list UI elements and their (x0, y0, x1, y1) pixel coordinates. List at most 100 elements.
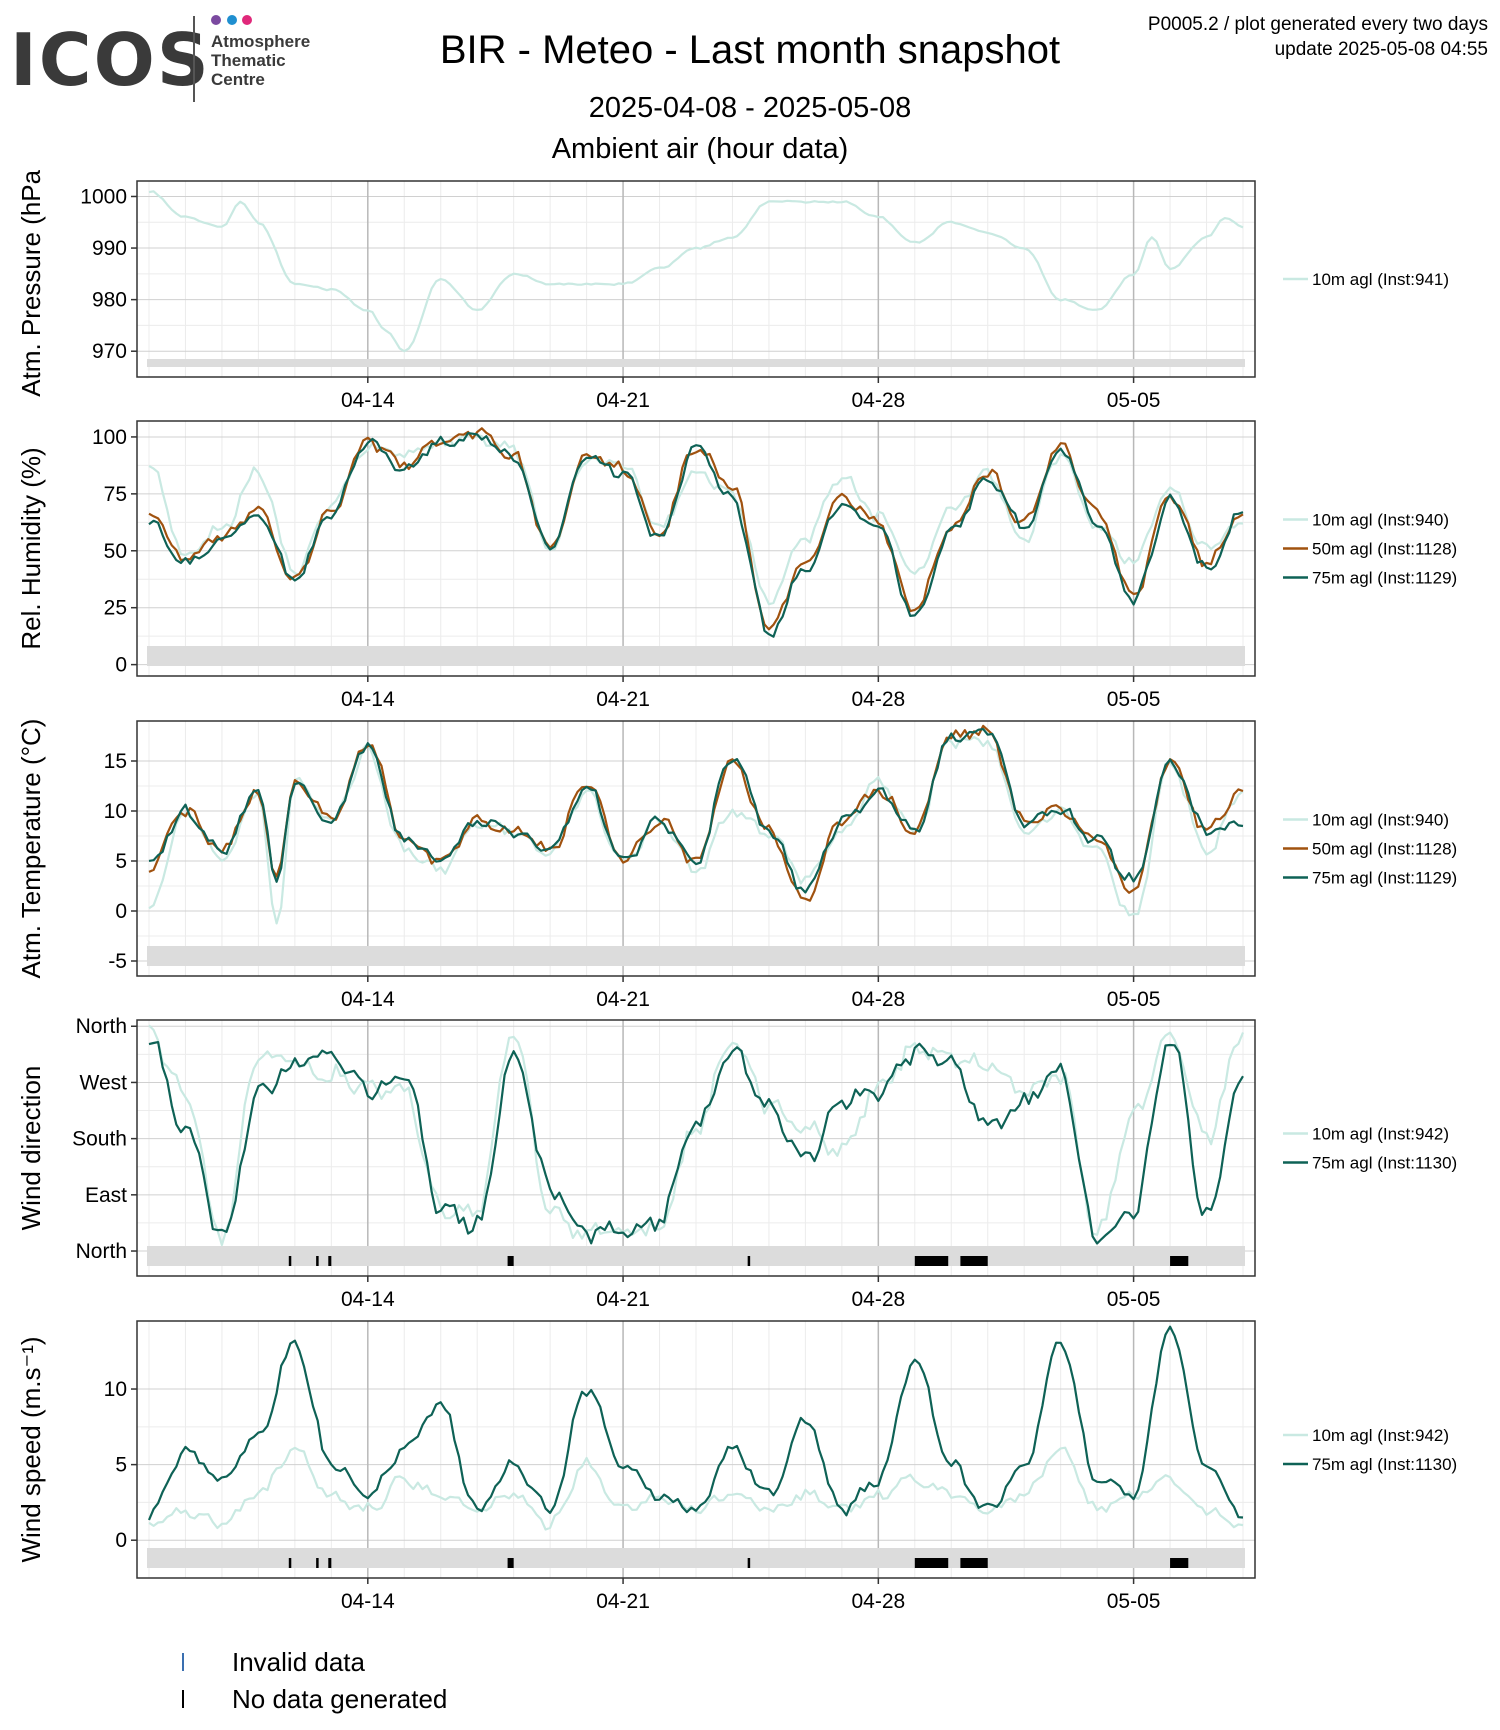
panel-border (136, 180, 1256, 378)
y-tick-label: 980 (92, 289, 127, 312)
x-tick-label: 05-05 (1107, 988, 1161, 1011)
nodata-mark (1170, 1256, 1189, 1266)
missing-data-band (147, 1548, 1245, 1568)
nodata-mark (960, 1256, 988, 1266)
y-tick-label: South (72, 1128, 127, 1151)
x-tick-label: 05-05 (1107, 1288, 1161, 1311)
legend-label: 10m agl (Inst:940) (1312, 811, 1449, 830)
nodata-mark (914, 1558, 949, 1568)
series-line-10m-agl-inst-942- (148, 1024, 1245, 1247)
y-tick-label: 970 (92, 340, 127, 363)
y-tick-label: North (76, 1240, 127, 1263)
logo-dot-2 (227, 15, 237, 25)
nodata-mark (328, 1256, 332, 1266)
x-tick-label: 04-14 (341, 1288, 395, 1311)
x-tick-label: 04-28 (851, 1590, 905, 1613)
x-tick-label: 04-21 (596, 389, 650, 412)
y-tick-label: 50 (104, 540, 127, 563)
x-tick-label: 04-28 (851, 688, 905, 711)
page-subtitle-2: Ambient air (hour data) (552, 133, 849, 165)
x-tick-label: 05-05 (1107, 688, 1161, 711)
y-tick-label: East (85, 1184, 127, 1207)
x-tick-label: 04-28 (851, 1288, 905, 1311)
nodata-mark (1170, 1558, 1189, 1568)
y-tick-label: North (76, 1015, 127, 1038)
series-line-75m-agl-inst-1129- (148, 728, 1244, 894)
logo-sub-2: Thematic (211, 51, 286, 70)
header: ICOS Atmosphere Thematic Centre BIR - Me… (0, 0, 1500, 170)
x-tick-label: 04-28 (851, 988, 905, 1011)
y-tick-label: 0 (115, 1529, 127, 1552)
bottom-legend: Invalid data No data generated (0, 1640, 1500, 1725)
missing-data-band (147, 946, 1245, 966)
y-tick-label: 15 (104, 750, 127, 773)
x-tick-label: 04-21 (596, 1590, 650, 1613)
series-line-50m-agl-inst-1128- (148, 724, 1244, 902)
y-tick-label: 10 (104, 800, 127, 823)
y-tick-label: 0 (115, 900, 127, 923)
nodata-mark (507, 1558, 514, 1568)
chart-panel-2: 0 25 50 75 100 04-14 04-21 04-28 05-05 Rel. Humid… (16, 420, 1457, 711)
nodata-mark (316, 1256, 319, 1266)
nodata-label: No data generated (232, 1684, 447, 1714)
y-tick-label: 5 (115, 850, 127, 873)
chart-panel-4: North East South West North 04-14 04-21 04-28 05… (16, 1015, 1457, 1311)
y-tick-label: 25 (104, 597, 127, 620)
series-line-10m-agl-inst-942- (148, 1446, 1244, 1531)
nodata-mark (507, 1256, 514, 1266)
x-tick-label: 04-14 (341, 988, 395, 1011)
x-tick-label: 04-14 (341, 688, 395, 711)
y-tick-label: 1000 (80, 185, 127, 208)
x-tick-label: 05-05 (1107, 1590, 1161, 1613)
panel-border (136, 420, 1256, 677)
panel-border (136, 1019, 1256, 1277)
panel-border (136, 1320, 1256, 1579)
legend-label: 75m agl (Inst:1129) (1312, 569, 1457, 588)
charts-area: 970 980 990 1000 04-14 04-21 04-28 05-05 Atm. Pr… (0, 161, 1500, 1640)
x-tick-label: 05-05 (1107, 389, 1161, 412)
missing-data-band (147, 359, 1245, 367)
legend-label: 10m agl (Inst:942) (1312, 1426, 1449, 1445)
x-tick-label: 04-28 (851, 389, 905, 412)
y-tick-label: 5 (115, 1454, 127, 1477)
nodata-mark (914, 1256, 949, 1266)
y-tick-label: West (80, 1071, 128, 1094)
nodata-mark (328, 1558, 332, 1568)
bottom-legend-svg: Invalid data No data generated (182, 1647, 447, 1714)
meta-line-1: P0005.2 / plot generated every two days (1148, 14, 1488, 35)
y-tick-label: 0 (115, 654, 127, 677)
x-tick-label: 04-21 (596, 688, 650, 711)
legend-label: 10m agl (Inst:942) (1312, 1125, 1449, 1144)
chart-panel-3: -5 0 5 10 15 04-14 04-21 04-28 05-05 Atm. Tempera… (16, 719, 1457, 1011)
chart-panel-5: 0 5 10 04-14 04-21 04-28 05-05 Wind speed (m.s⁻… (16, 1320, 1457, 1613)
legend-label: 50m agl (Inst:1128) (1312, 540, 1457, 559)
nodata-mark (747, 1558, 751, 1568)
y-axis-label: Atm. Temperature (°C) (16, 719, 46, 979)
logo-dot-3 (242, 15, 252, 25)
y-tick-label: 75 (104, 483, 127, 506)
series-line-75m-agl-inst-1129- (148, 432, 1244, 638)
y-tick-label: -5 (108, 950, 127, 973)
x-tick-label: 04-21 (596, 1288, 650, 1311)
page-subtitle: 2025-04-08 - 2025-05-08 (589, 92, 911, 124)
chart-panel-1: 970 980 990 1000 04-14 04-21 04-28 05-05 Atm. Pr… (16, 161, 1449, 412)
legend-label: 75m agl (Inst:1130) (1312, 1154, 1457, 1173)
meta-line-2: update 2025-05-08 04:55 (1275, 39, 1488, 60)
legend-label: 10m agl (Inst:940) (1312, 511, 1449, 530)
panel-border (136, 720, 1256, 977)
nodata-mark (288, 1558, 292, 1568)
y-axis-label: Wind speed (m.s⁻¹) (16, 1336, 46, 1562)
nodata-mark (960, 1558, 988, 1568)
logo-dot-1 (211, 15, 221, 25)
series-line-10m-agl-inst-940- (148, 433, 1244, 606)
series-line-75m-agl-inst-1130- (148, 1041, 1244, 1245)
y-tick-label: 990 (92, 237, 127, 260)
missing-data-band (147, 1246, 1245, 1266)
series-line-10m-agl-inst-941- (148, 190, 1244, 353)
legend-label: 75m agl (Inst:1129) (1312, 869, 1457, 888)
page-title: BIR - Meteo - Last month snapshot (440, 28, 1060, 72)
nodata-mark (288, 1256, 292, 1266)
y-axis-label: Atm. Pressure (hPa) (16, 170, 46, 397)
logo-word: ICOS (10, 18, 211, 102)
legend-label: 50m agl (Inst:1128) (1312, 840, 1457, 859)
